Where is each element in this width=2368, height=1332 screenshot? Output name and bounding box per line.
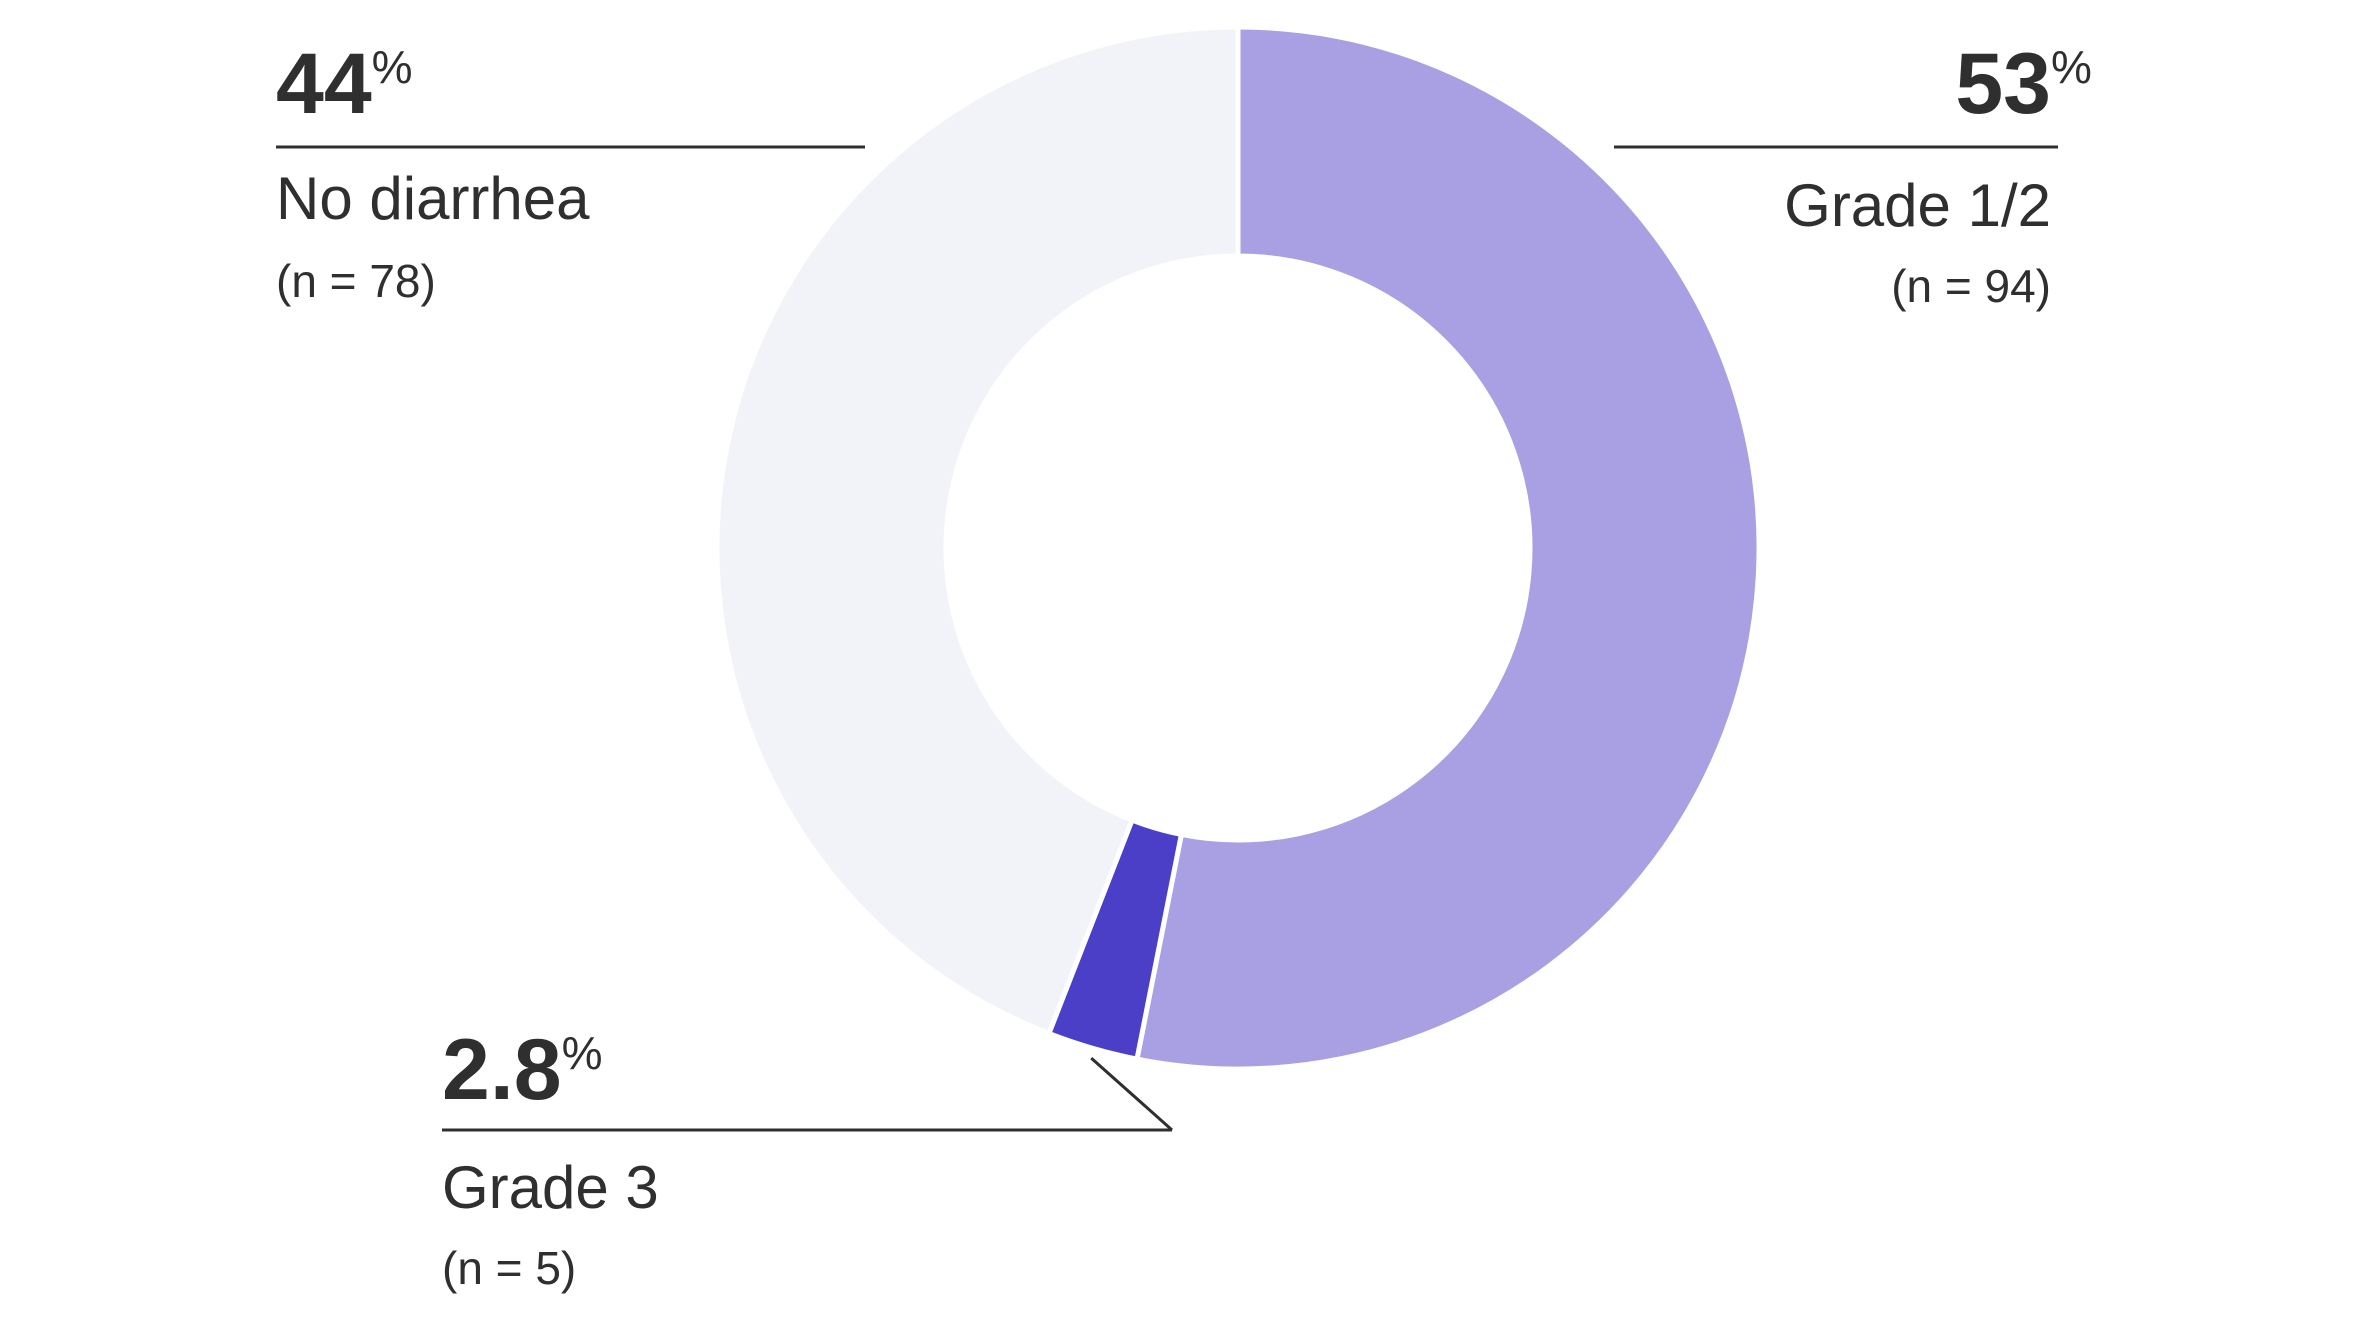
donut-slice xyxy=(1134,24,1762,1072)
value-unit: % xyxy=(2051,41,2092,93)
count-label: (n = 5) xyxy=(442,1242,576,1294)
category-label: Grade 3 xyxy=(442,1154,659,1221)
value-label: 2.8% xyxy=(442,1022,602,1118)
value-label: 44% xyxy=(276,36,413,132)
value-unit: % xyxy=(562,1027,603,1079)
value-number: 44 xyxy=(276,36,372,132)
category-label: No diarrhea xyxy=(276,165,590,232)
leader-line xyxy=(1090,1056,1173,1132)
count-label: (n = 78) xyxy=(276,255,436,307)
category-label: Grade 1/2 xyxy=(1784,172,2051,239)
value-label: 53% xyxy=(1955,36,2092,132)
value-number: 53 xyxy=(1955,36,2051,132)
value-unit: % xyxy=(372,41,413,93)
value-number: 2.8 xyxy=(442,1022,562,1118)
donut-slice xyxy=(714,24,1241,1037)
count-label: (n = 94) xyxy=(1891,260,2051,312)
